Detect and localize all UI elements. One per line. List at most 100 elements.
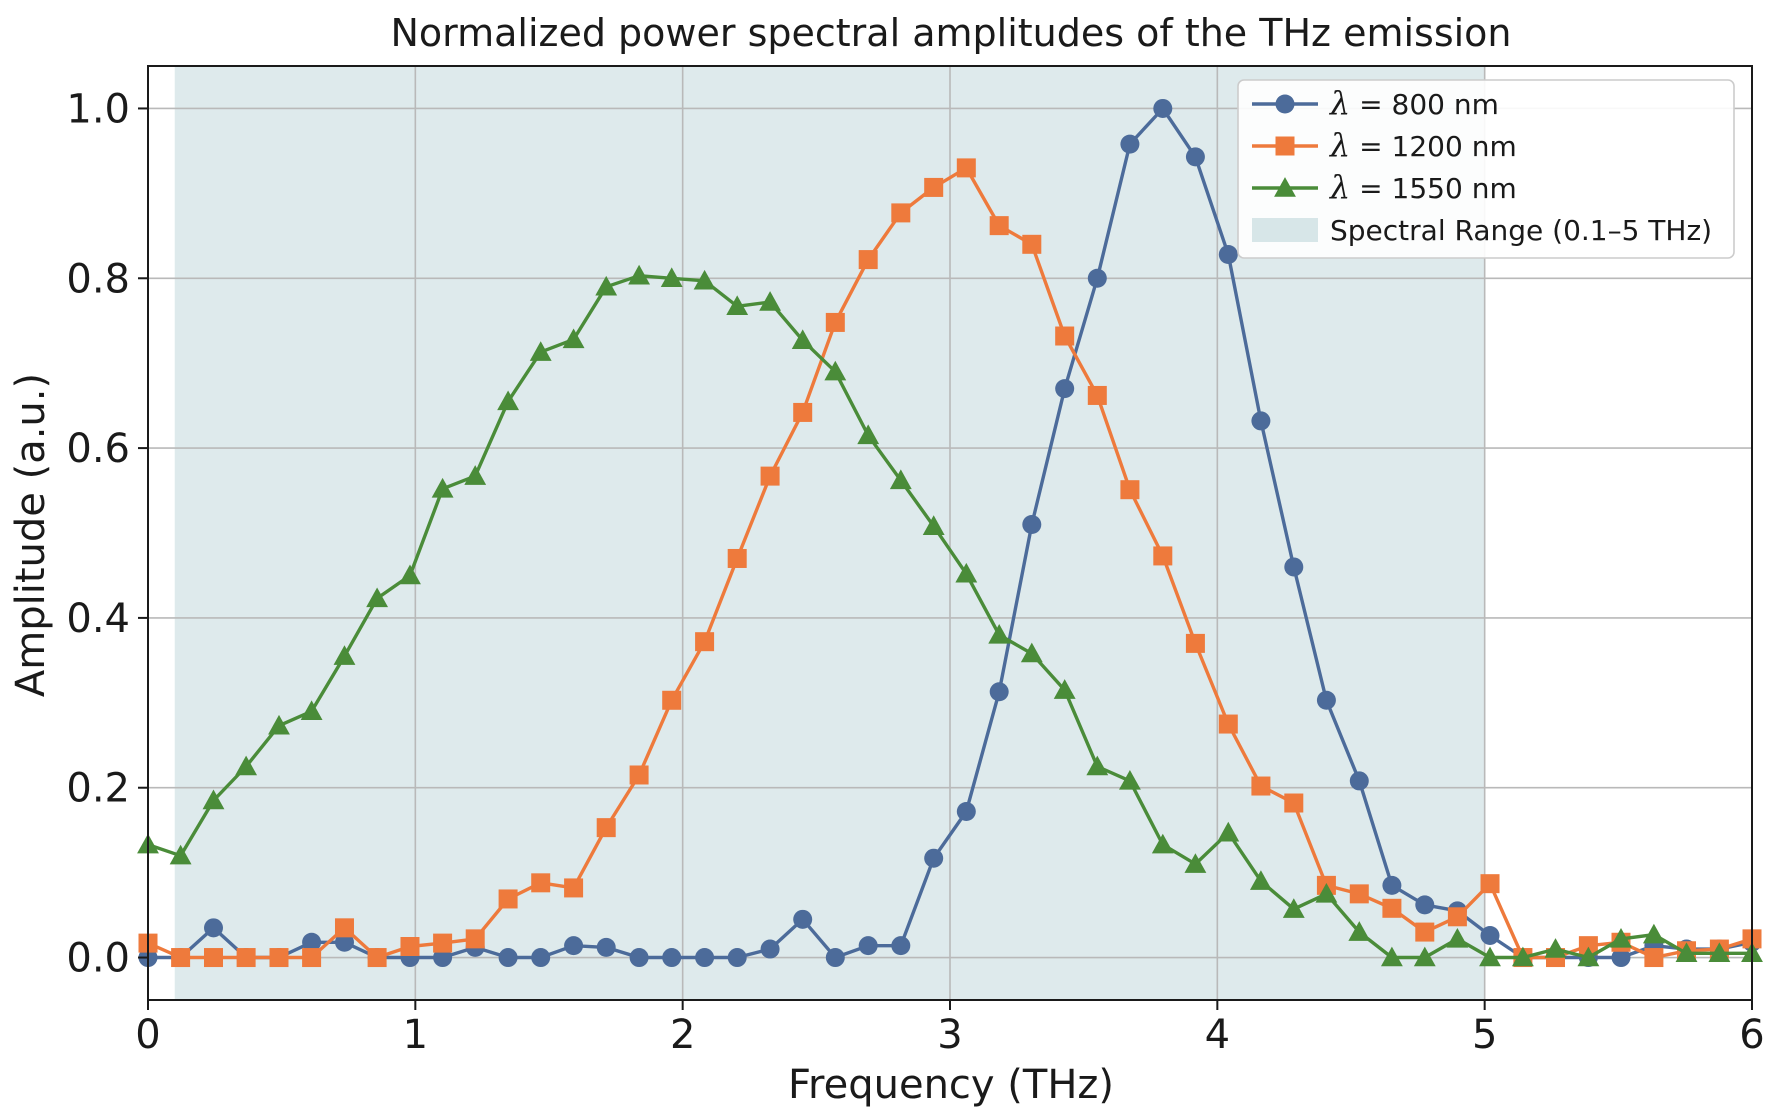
legend-item-1: λ = 800 nm bbox=[1252, 84, 1499, 122]
y-tick-label: 0.4 bbox=[66, 596, 130, 642]
data-point bbox=[202, 789, 225, 810]
data-point bbox=[727, 948, 747, 968]
data-point bbox=[433, 948, 453, 968]
data-point bbox=[1480, 925, 1500, 945]
data-point bbox=[498, 948, 518, 968]
data-point bbox=[1087, 385, 1107, 405]
y-tick-label: 0.0 bbox=[66, 936, 130, 982]
data-point bbox=[1511, 946, 1534, 967]
data-point bbox=[564, 878, 584, 898]
y-tick-label: 0.8 bbox=[66, 256, 130, 302]
data-point bbox=[1316, 690, 1336, 710]
data-point bbox=[366, 587, 389, 608]
data-point bbox=[169, 844, 192, 865]
data-point bbox=[1708, 942, 1731, 963]
data-point bbox=[564, 936, 584, 956]
data-point bbox=[431, 477, 454, 498]
data-point bbox=[497, 390, 520, 411]
data-point bbox=[660, 267, 683, 288]
legend-label: λ = 1200 nm bbox=[1328, 126, 1517, 164]
series-layer bbox=[137, 98, 1763, 968]
data-point bbox=[1675, 942, 1698, 963]
data-point bbox=[1251, 411, 1271, 431]
data-point bbox=[1577, 946, 1600, 967]
data-point bbox=[596, 818, 616, 838]
data-point bbox=[334, 932, 354, 952]
data-point bbox=[1415, 895, 1435, 915]
data-point bbox=[989, 216, 1009, 236]
x-tick-label: 5 bbox=[1472, 1012, 1497, 1058]
data-point bbox=[1218, 714, 1238, 734]
data-point bbox=[1087, 268, 1107, 288]
data-point bbox=[662, 948, 682, 968]
data-point bbox=[1479, 946, 1501, 967]
data-point bbox=[1120, 134, 1140, 154]
legend-marker bbox=[1275, 136, 1295, 156]
data-point bbox=[1153, 98, 1173, 118]
data-point bbox=[858, 250, 878, 270]
data-point bbox=[924, 177, 944, 197]
data-point bbox=[858, 936, 878, 956]
data-point bbox=[726, 295, 749, 316]
legend-label-symbol: λ bbox=[1328, 84, 1350, 122]
data-point bbox=[1151, 833, 1174, 854]
data-point bbox=[1349, 884, 1369, 904]
data-point bbox=[1315, 882, 1338, 903]
data-point bbox=[531, 873, 551, 893]
data-point bbox=[562, 328, 585, 349]
data-point bbox=[596, 937, 616, 957]
data-point bbox=[628, 264, 651, 285]
legend-marker bbox=[1274, 177, 1296, 197]
data-point bbox=[1282, 898, 1305, 918]
data-point bbox=[1218, 244, 1238, 264]
data-point bbox=[400, 937, 420, 957]
data-point bbox=[1086, 755, 1109, 776]
data-point bbox=[1184, 853, 1207, 873]
chart-title: Normalized power spectral amplitudes of … bbox=[390, 11, 1511, 55]
data-point bbox=[203, 948, 223, 968]
legend-label: λ = 1550 nm bbox=[1328, 168, 1517, 206]
data-point bbox=[333, 645, 356, 665]
data-point bbox=[956, 158, 976, 178]
data-point bbox=[1217, 821, 1240, 842]
data-point bbox=[1348, 921, 1371, 941]
data-point bbox=[1413, 946, 1436, 967]
x-tick-label: 6 bbox=[1739, 1012, 1764, 1058]
y-axis-label: Amplitude (a.u.) bbox=[8, 373, 54, 697]
x-tick-label: 4 bbox=[1205, 1012, 1230, 1058]
data-point bbox=[1578, 936, 1598, 956]
data-point bbox=[1055, 379, 1075, 399]
data-point bbox=[268, 714, 290, 735]
x-axis-label: Frequency (THz) bbox=[788, 1062, 1114, 1108]
data-point bbox=[825, 948, 845, 968]
data-point bbox=[727, 548, 747, 568]
data-point bbox=[1118, 770, 1141, 790]
y-tick-label: 1.0 bbox=[66, 86, 130, 132]
data-point bbox=[529, 341, 552, 361]
data-point bbox=[760, 466, 780, 486]
data-point bbox=[889, 469, 912, 490]
data-point bbox=[857, 424, 880, 445]
data-point bbox=[1480, 874, 1500, 894]
data-point bbox=[1185, 633, 1205, 653]
x-tick-label: 1 bbox=[403, 1012, 428, 1058]
data-point bbox=[891, 203, 911, 223]
legend-marker bbox=[1275, 94, 1295, 114]
data-point bbox=[956, 802, 976, 822]
data-point bbox=[1380, 946, 1403, 967]
data-point bbox=[629, 765, 649, 785]
data-point bbox=[269, 948, 289, 968]
data-point bbox=[1644, 948, 1664, 968]
data-point bbox=[367, 948, 387, 968]
series-3 bbox=[137, 264, 1763, 967]
data-point bbox=[629, 948, 649, 968]
data-point bbox=[203, 918, 223, 938]
y-tick-label: 0.6 bbox=[66, 426, 130, 472]
data-point bbox=[824, 360, 847, 381]
data-point bbox=[1185, 147, 1205, 167]
x-tick-label: 3 bbox=[937, 1012, 962, 1058]
data-point bbox=[1249, 870, 1272, 890]
data-point bbox=[465, 929, 485, 949]
